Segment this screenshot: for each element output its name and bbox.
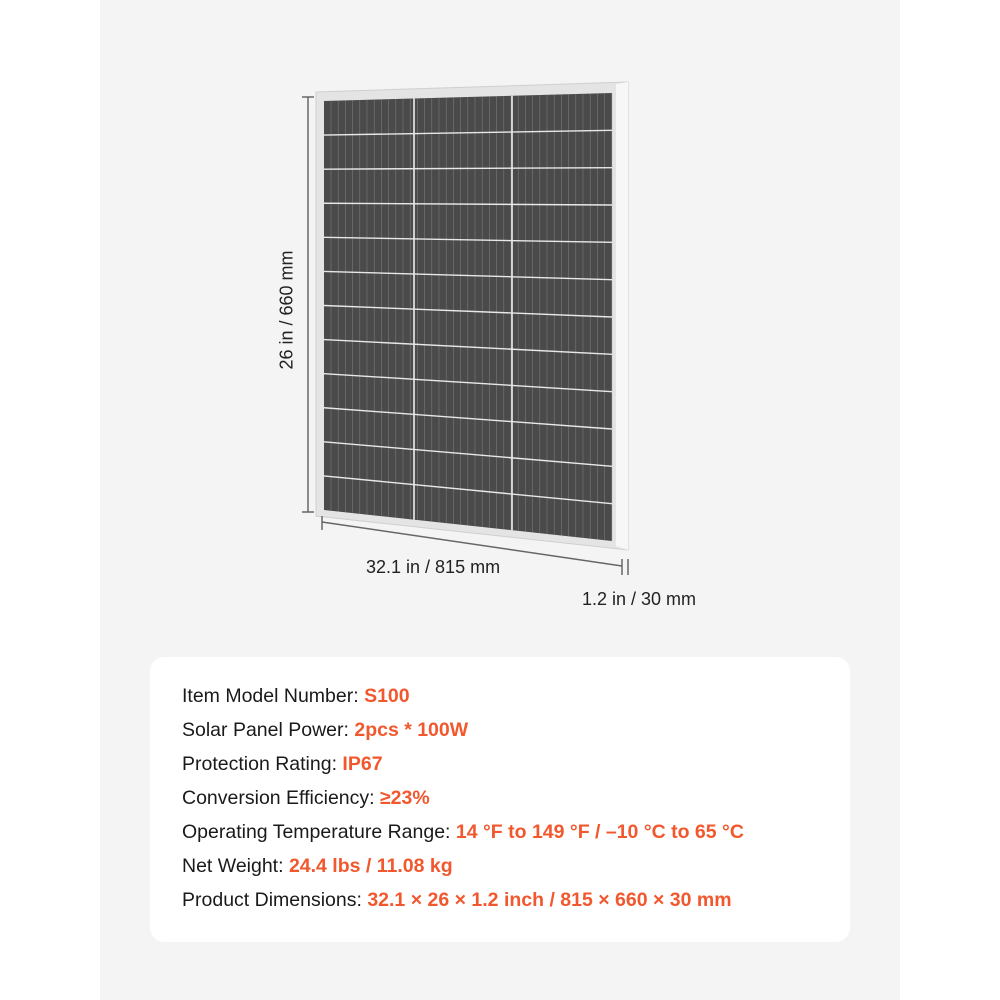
- spec-power: Solar Panel Power: 2pcs * 100W: [182, 719, 469, 741]
- cell-row-divider: [323, 166, 613, 170]
- width-dimension-line: [321, 521, 623, 567]
- cell-row-divider: [323, 475, 613, 505]
- spec-weight: Net Weight: 24.4 lbs / 11.08 kg: [182, 855, 453, 877]
- spec-protection: Protection Rating: IP67: [182, 753, 383, 775]
- cell-row-divider: [323, 338, 613, 356]
- spec-card: Item Model Number: S100 Solar Panel Powe…: [150, 657, 850, 942]
- cell-row-divider: [323, 304, 613, 318]
- spec-model: Item Model Number: S100: [182, 685, 410, 707]
- depth-label: 1.2 in / 30 mm: [582, 589, 697, 609]
- solar-panel-image: [302, 81, 629, 575]
- cell-row-divider: [323, 407, 613, 430]
- dimension-lines: [302, 96, 629, 575]
- cell-row-divider: [323, 270, 613, 281]
- cell-row-divider: [323, 236, 613, 244]
- cell-row-divider: [323, 441, 613, 468]
- spec-dimensions: Product Dimensions: 32.1 × 26 × 1.2 inch…: [182, 889, 732, 911]
- height-label: 26 in / 660 mm: [276, 250, 297, 370]
- spec-efficiency: Conversion Efficiency: ≥23%: [182, 787, 430, 809]
- width-label: 32.1 in / 815 mm: [366, 557, 501, 577]
- cell-row-divider: [323, 372, 613, 393]
- cell-row-divider: [323, 129, 613, 136]
- cell-row-divider: [323, 202, 613, 206]
- spec-temperature: Operating Temperature Range: 14 °F to 14…: [182, 821, 744, 843]
